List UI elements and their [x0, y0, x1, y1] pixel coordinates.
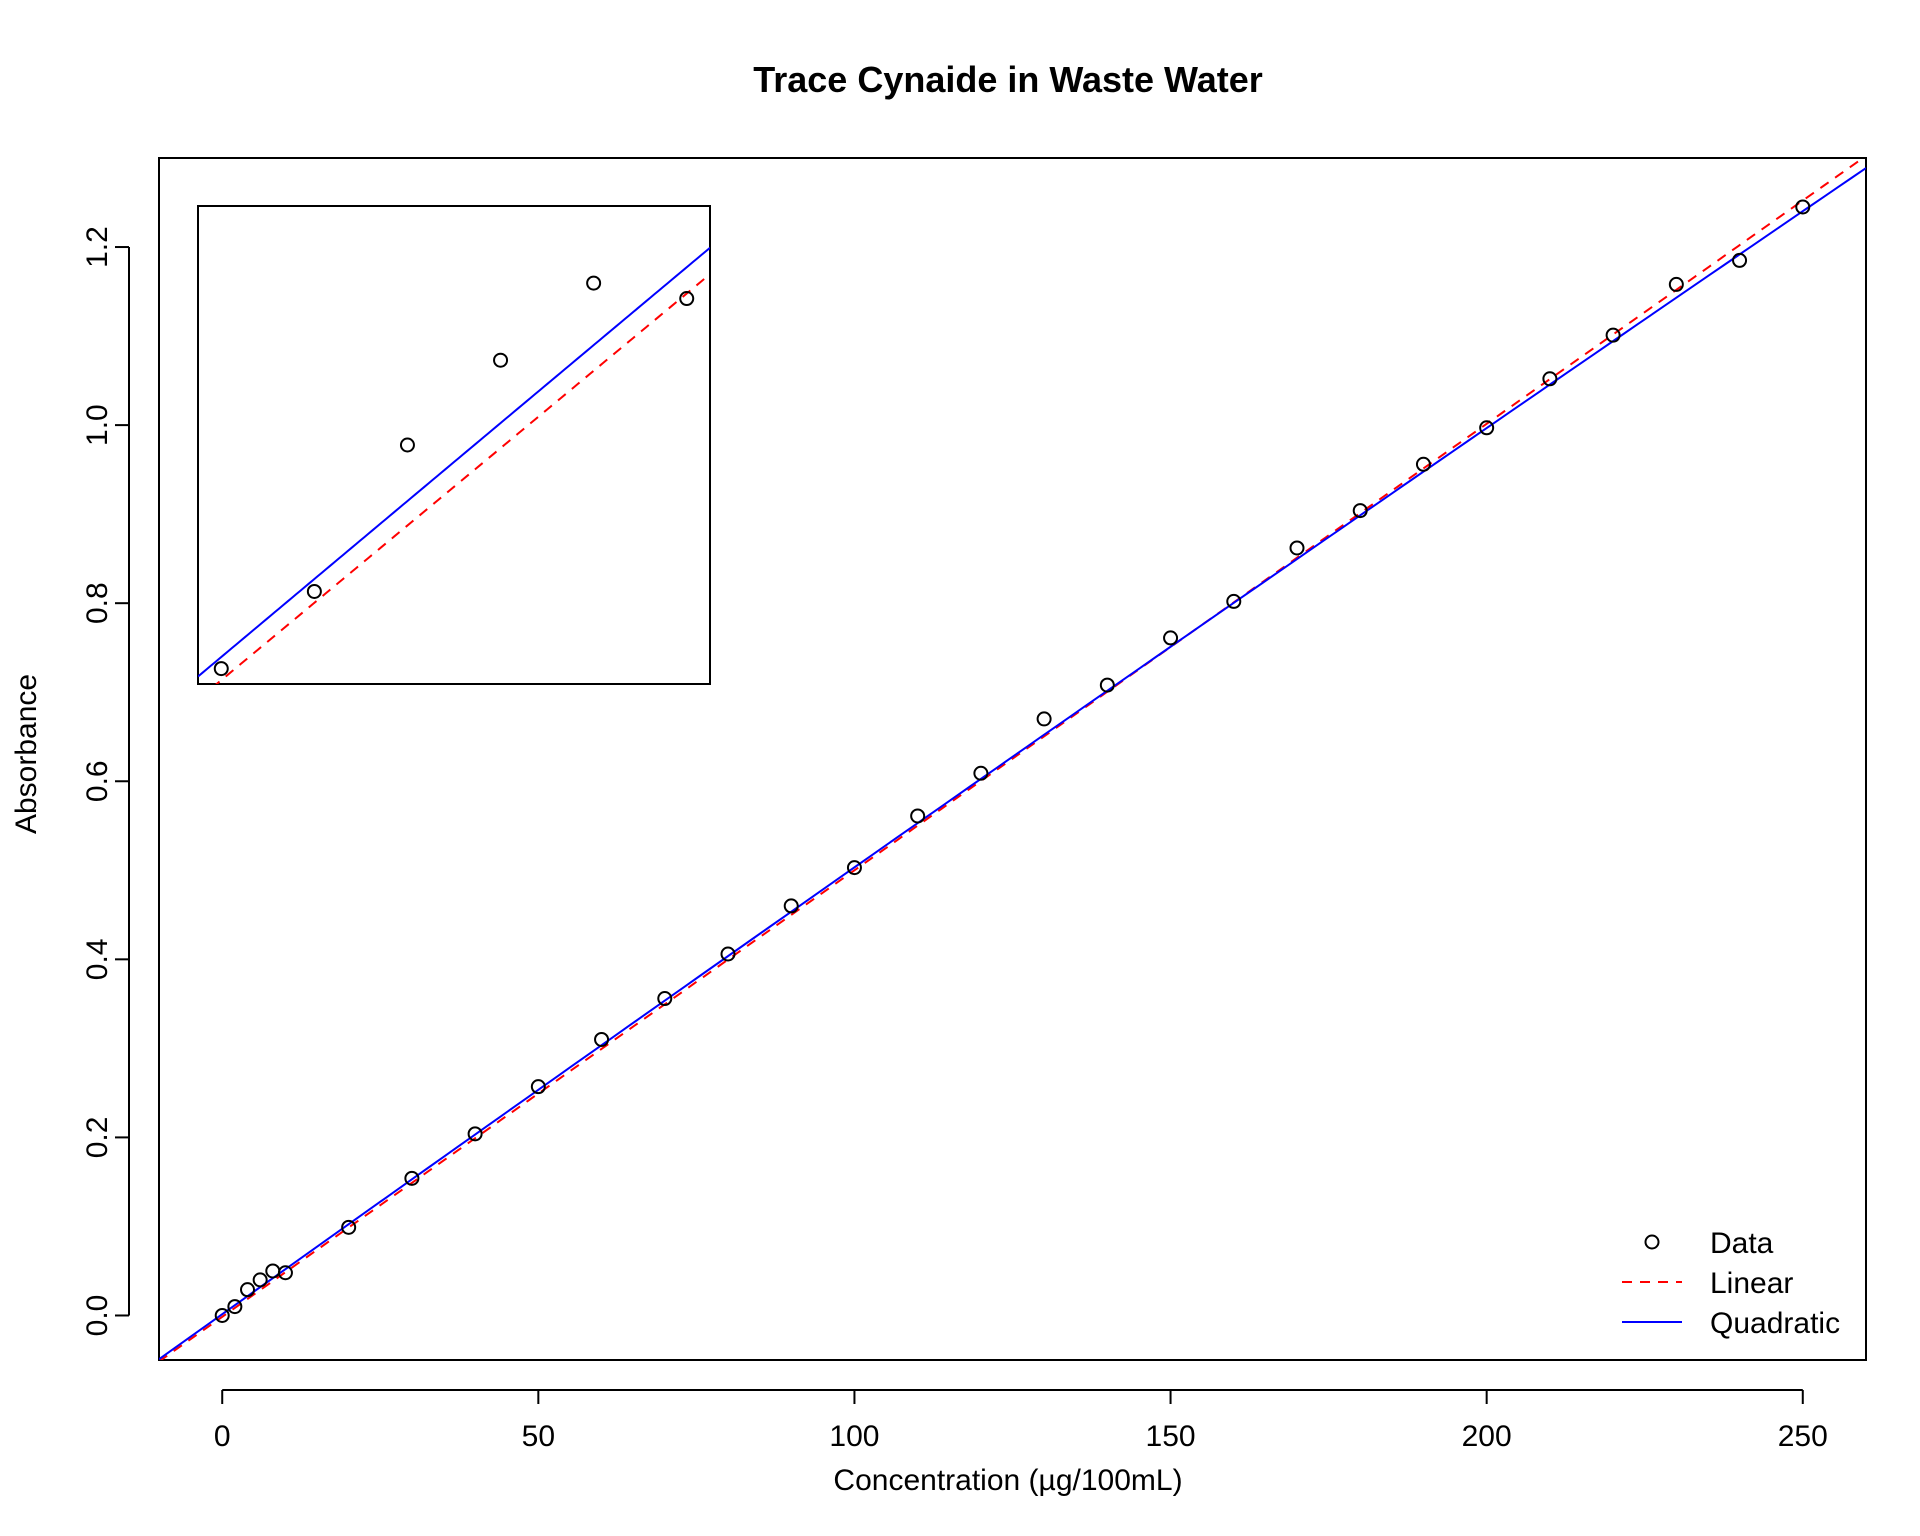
data-point [1352, 503, 1368, 519]
data-point [1795, 199, 1811, 215]
inset-plot [197, 205, 711, 685]
legend-symbol-data [1644, 1234, 1660, 1250]
x-tick-label: 200 [1462, 1420, 1512, 1453]
inset-data-point [399, 437, 415, 453]
data-point [1415, 456, 1431, 472]
data-point [1479, 420, 1495, 436]
data-point [277, 1265, 293, 1281]
x-tick-label: 100 [829, 1420, 879, 1453]
data-point [783, 898, 799, 914]
x-axis-label: Concentration (µg/100mL) [833, 1464, 1182, 1497]
inset-data-point [213, 661, 229, 677]
data-point [404, 1170, 420, 1186]
y-tick-label: 0.6 [81, 760, 114, 802]
inset-data-point [679, 291, 695, 307]
inset-data-point [493, 352, 509, 368]
y-tick-label: 1.0 [81, 404, 114, 446]
chart-title: Trace Cynaide in Waste Water [753, 59, 1263, 100]
data-point [341, 1219, 357, 1235]
data-point [530, 1079, 546, 1095]
data-point [846, 860, 862, 876]
data-point [1542, 371, 1558, 387]
fit-line-quadratic [159, 167, 1866, 1360]
y-tick-label: 0.4 [81, 938, 114, 980]
legend: Data Linear Quadratic [1622, 1227, 1840, 1340]
legend-label-linear: Linear [1710, 1267, 1793, 1300]
data-point [1289, 540, 1305, 556]
inset-fit-line-quadratic [198, 246, 710, 678]
inset-points [213, 275, 695, 677]
data-point [240, 1282, 256, 1298]
y-axis-label: Absorbance [10, 674, 43, 834]
x-tick-label: 0 [214, 1420, 231, 1453]
plot-area: 0 50 100 150 200 250 0.0 0.2 0.4 0.6 0.8 1.0 1.2 [81, 157, 1867, 1453]
data-point [657, 991, 673, 1007]
plot-frame [158, 157, 1867, 1361]
y-tick-label: 1.2 [81, 226, 114, 268]
data-point [1036, 711, 1052, 727]
data-point [973, 765, 989, 781]
data-point [1605, 327, 1621, 343]
data-point [252, 1272, 268, 1288]
data-point [910, 808, 926, 824]
data-point [214, 1307, 230, 1323]
y-tick-label: 0.2 [81, 1117, 114, 1159]
data-point [720, 946, 736, 962]
x-tick-label: 250 [1778, 1420, 1828, 1453]
legend-label-quadratic: Quadratic [1710, 1307, 1840, 1340]
fit-line-linear [159, 158, 1865, 1360]
data-point [1163, 630, 1179, 646]
data-point [227, 1299, 243, 1315]
main-fit-lines [159, 158, 1866, 1360]
data-point [594, 1031, 610, 1047]
data-point [1099, 677, 1115, 693]
legend-label-data: Data [1710, 1227, 1774, 1260]
data-point [1668, 276, 1684, 292]
data-point [265, 1263, 281, 1279]
y-tick-label: 0.8 [81, 582, 114, 624]
data-point [1226, 593, 1242, 609]
data-point [467, 1126, 483, 1142]
x-tick-label: 150 [1146, 1420, 1196, 1453]
inset-fit-line-linear [215, 273, 710, 684]
data-point [1732, 252, 1748, 268]
inset-fit-lines [198, 246, 710, 684]
y-tick-label: 0.0 [81, 1295, 114, 1337]
inset-data-point [586, 275, 602, 291]
inset-data-point [306, 583, 322, 599]
x-tick-label: 50 [522, 1420, 555, 1453]
